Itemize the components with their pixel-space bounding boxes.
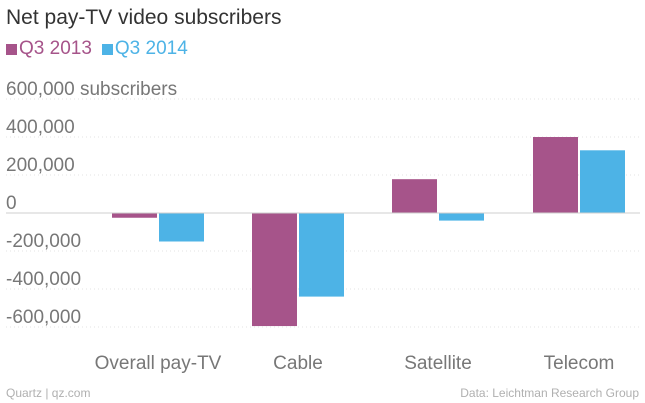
legend-item-q3-2014: Q3 2014	[101, 38, 188, 60]
footer-source-left: Quartz | qz.com	[6, 386, 91, 400]
chart-title: Net pay-TV video subscribers	[6, 6, 282, 29]
bar-cable-q3-2013	[252, 213, 297, 327]
bar-satellite-q3-2013	[392, 179, 437, 213]
y-tick-label-400-000: -400,000	[6, 269, 81, 290]
bar-satellite-q3-2014	[439, 213, 484, 221]
bar-telecom-q3-2014	[580, 150, 625, 213]
y-tick-label-200-000: -200,000	[6, 231, 81, 252]
legend-swatch-q3-2013	[6, 43, 17, 55]
x-category-label-overall-pay-tv: Overall pay-TV	[95, 353, 222, 374]
bar-overall-pay-tv-q3-2013	[112, 213, 157, 218]
legend-label-q3-2014: Q3 2014	[114, 38, 188, 59]
y-tick-label-600-000-subscribers: 600,000 subscribers	[6, 79, 177, 100]
x-axis-categories: Overall pay-TV Cable Satellite Telecom	[95, 353, 615, 374]
y-axis-ticks: 600,000 subscribers 400,000 200,000 0 -200,0…	[6, 79, 177, 328]
bar-overall-pay-tv-q3-2014	[159, 213, 204, 242]
legend-swatch-q3-2014	[101, 43, 113, 55]
x-category-label-satellite: Satellite	[404, 353, 472, 374]
x-category-label-cable: Cable	[273, 353, 323, 374]
y-tick-label-0: 0	[6, 193, 17, 214]
y-tick-label-400-000: 400,000	[6, 117, 75, 138]
bars	[112, 137, 625, 327]
y-tick-label-200-000: 200,000	[6, 155, 75, 176]
bar-telecom-q3-2013	[533, 137, 578, 213]
legend-item-q3-2013: Q3 2013	[6, 38, 92, 60]
x-category-label-telecom: Telecom	[544, 353, 615, 374]
chart-legend: Q3 2013 Q3 2014	[6, 38, 198, 60]
y-tick-label-600-000: -600,000	[6, 307, 81, 328]
footer-source-right: Data: Leichtman Research Group	[460, 386, 639, 400]
legend-label-q3-2013: Q3 2013	[19, 38, 92, 59]
bar-cable-q3-2014	[299, 213, 344, 297]
